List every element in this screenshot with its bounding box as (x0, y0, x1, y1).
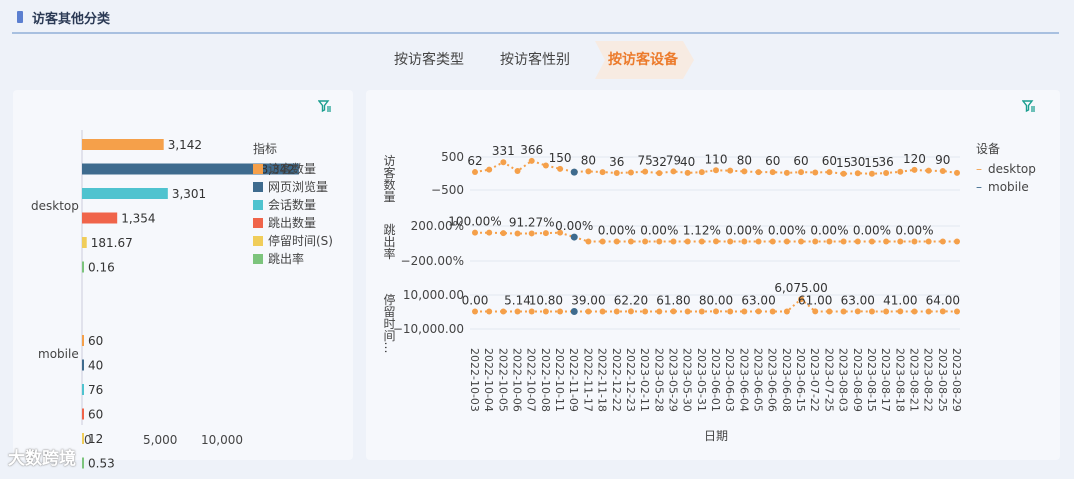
legend-label: 停留时间(S) (268, 234, 333, 248)
x-tick-0: 0 (84, 433, 92, 447)
page-title: 访客其他分类 (32, 12, 111, 27)
x-axis-title: 日期 (704, 429, 729, 443)
filter-icon[interactable] (1022, 99, 1036, 113)
legend-item-bounces[interactable]: 跳出数量 (253, 214, 316, 231)
tab-visitor-gender[interactable]: 按访客性别 (500, 52, 570, 68)
legend-swatch: – (976, 180, 982, 194)
legend-label: mobile (988, 180, 1029, 194)
device-trend-panel (366, 90, 1060, 460)
tab-visitor-device[interactable]: 按访客设备 (608, 52, 678, 68)
legend-item-visitors[interactable]: 访客数量 (253, 160, 316, 177)
legend-item-duration[interactable]: 停留时间(S) (253, 232, 333, 249)
legend-swatch (253, 164, 263, 174)
device-legend-title: 设备 (976, 142, 1001, 156)
legend-label: 跳出数量 (268, 216, 317, 230)
legend-swatch (253, 218, 263, 228)
legend-swatch (253, 200, 263, 210)
legend-label: 跳出率 (268, 252, 305, 266)
legend-item-sessions[interactable]: 会话数量 (253, 196, 316, 213)
legend-item-pageviews[interactable]: 网页浏览量 (253, 178, 328, 195)
page-header: 访客其他分类 (12, 0, 1059, 34)
tab-visitor-type[interactable]: 按访客类型 (394, 52, 464, 68)
device-metrics-panel (13, 90, 353, 460)
legend-title: 指标 (253, 142, 278, 156)
legend-item-mobile[interactable]: – mobile (976, 180, 1029, 194)
legend-swatch (253, 254, 263, 264)
legend-swatch (253, 236, 263, 246)
category-label-desktop: desktop (31, 199, 79, 213)
legend-item-desktop[interactable]: – desktop (976, 162, 1036, 176)
category-label-mobile: mobile (38, 347, 79, 361)
x-tick-10000: 10,000 (201, 433, 243, 447)
legend-label: 网页浏览量 (268, 180, 329, 194)
header-accent-bar (17, 11, 23, 23)
legend-label: 会话数量 (268, 198, 317, 212)
filter-icon[interactable] (318, 99, 332, 113)
active-tab-background (595, 41, 694, 79)
legend-swatch: – (976, 162, 982, 176)
watermark-logo: 大数跨境 (8, 449, 76, 469)
legend-label: desktop (988, 162, 1036, 176)
x-tick-5000: 5,000 (143, 433, 178, 447)
legend-swatch (253, 182, 263, 192)
legend-label: 访客数量 (268, 162, 317, 176)
legend-item-bounce-rate[interactable]: 跳出率 (253, 250, 304, 267)
